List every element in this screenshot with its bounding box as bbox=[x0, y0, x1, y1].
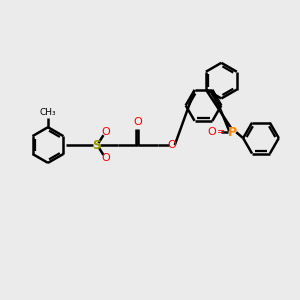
Text: S: S bbox=[92, 139, 101, 152]
Text: O: O bbox=[101, 127, 110, 137]
Text: O: O bbox=[101, 153, 110, 163]
Text: =: = bbox=[217, 127, 225, 137]
Text: O: O bbox=[167, 140, 176, 150]
Text: O: O bbox=[208, 127, 216, 137]
Text: CH₃: CH₃ bbox=[40, 108, 56, 117]
Text: O: O bbox=[134, 117, 142, 127]
Text: P: P bbox=[228, 126, 237, 139]
